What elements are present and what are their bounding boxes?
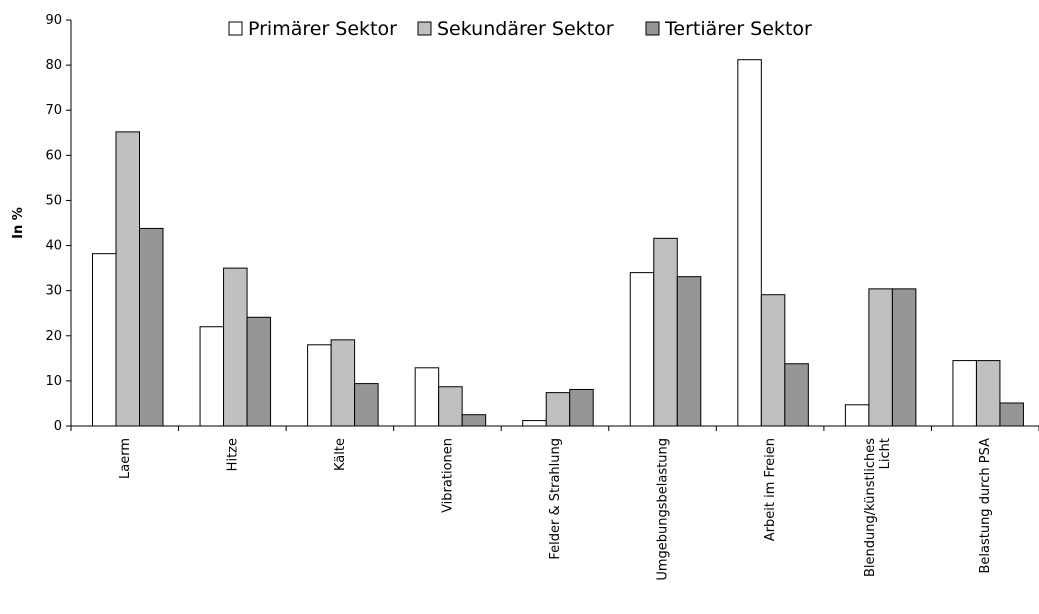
bar-series-3 <box>891 288 917 427</box>
y-tick-label: 80 <box>45 58 62 73</box>
bar-series-3 <box>246 316 272 427</box>
legend: Primärer Sektor Sekundärer Sektor Tertiäre… <box>228 18 812 40</box>
bar-series-1 <box>199 326 225 427</box>
legend-label: Primärer Sektor <box>248 18 397 40</box>
x-category-label: Kälte <box>333 438 348 471</box>
bar-series-1 <box>522 420 547 427</box>
bar-series-2 <box>653 237 678 427</box>
bar-series-1 <box>737 59 762 427</box>
legend-label: Tertiärer Sektor <box>664 18 812 40</box>
x-category-label: Umgebungsbelastung <box>656 438 671 581</box>
bar-series-2 <box>868 288 893 427</box>
bar-series-3 <box>354 383 379 427</box>
y-tick-label: 50 <box>45 193 62 208</box>
y-tick-label: 10 <box>45 374 62 389</box>
bar-series-3 <box>461 414 487 427</box>
y-tick-label: 70 <box>45 103 62 118</box>
x-category-label: Vibrationen <box>440 438 455 513</box>
bar-series-1 <box>629 272 655 427</box>
x-category-label: Belastung durch PSA <box>978 438 993 574</box>
bar-series-3 <box>784 363 809 427</box>
x-category-label: Arbeit im Freien <box>763 438 778 541</box>
bar-series-2 <box>438 386 463 427</box>
bar-series-1 <box>92 253 117 427</box>
x-category-label: Hitze <box>225 438 240 471</box>
bar-series-3 <box>999 402 1024 427</box>
x-category-label: Blendung/künstlichesLicht <box>863 438 893 577</box>
y-axis-title: In % <box>11 207 26 239</box>
y-tick-label: 0 <box>54 419 62 434</box>
bar-series-1 <box>952 360 977 427</box>
bar-series-1 <box>414 367 440 427</box>
bar-series-1 <box>844 404 870 427</box>
bar-series-2 <box>545 392 571 427</box>
bar-series-3 <box>139 227 164 427</box>
y-axis-ticks: 0 10 20 30 40 50 60 70 80 90 <box>45 13 71 434</box>
bar-series-3 <box>676 276 702 427</box>
legend-swatch <box>645 21 660 36</box>
x-category-label: Laerm <box>118 438 133 479</box>
bars <box>92 59 1024 427</box>
y-tick-label: 40 <box>45 239 62 254</box>
bar-series-1 <box>307 344 332 427</box>
bar-series-2 <box>223 267 248 427</box>
y-tick-label: 90 <box>45 13 62 28</box>
x-category-label: Felder & Strahlung <box>548 438 563 560</box>
x-axis-labels: Laerm Hitze Kälte Vibrationen Felder & Strah… <box>70 426 1039 581</box>
y-tick-label: 30 <box>45 284 62 299</box>
y-tick-label: 60 <box>45 148 62 163</box>
bar-series-2 <box>760 294 786 427</box>
legend-swatch <box>228 21 243 36</box>
bar-series-3 <box>569 388 594 427</box>
bar-series-2 <box>115 131 140 427</box>
bar-series-2 <box>975 360 1001 427</box>
bar-series-2 <box>330 339 356 427</box>
legend-swatch <box>417 21 432 36</box>
legend-label: Sekundärer Sektor <box>437 18 614 40</box>
y-tick-label: 20 <box>45 329 62 344</box>
